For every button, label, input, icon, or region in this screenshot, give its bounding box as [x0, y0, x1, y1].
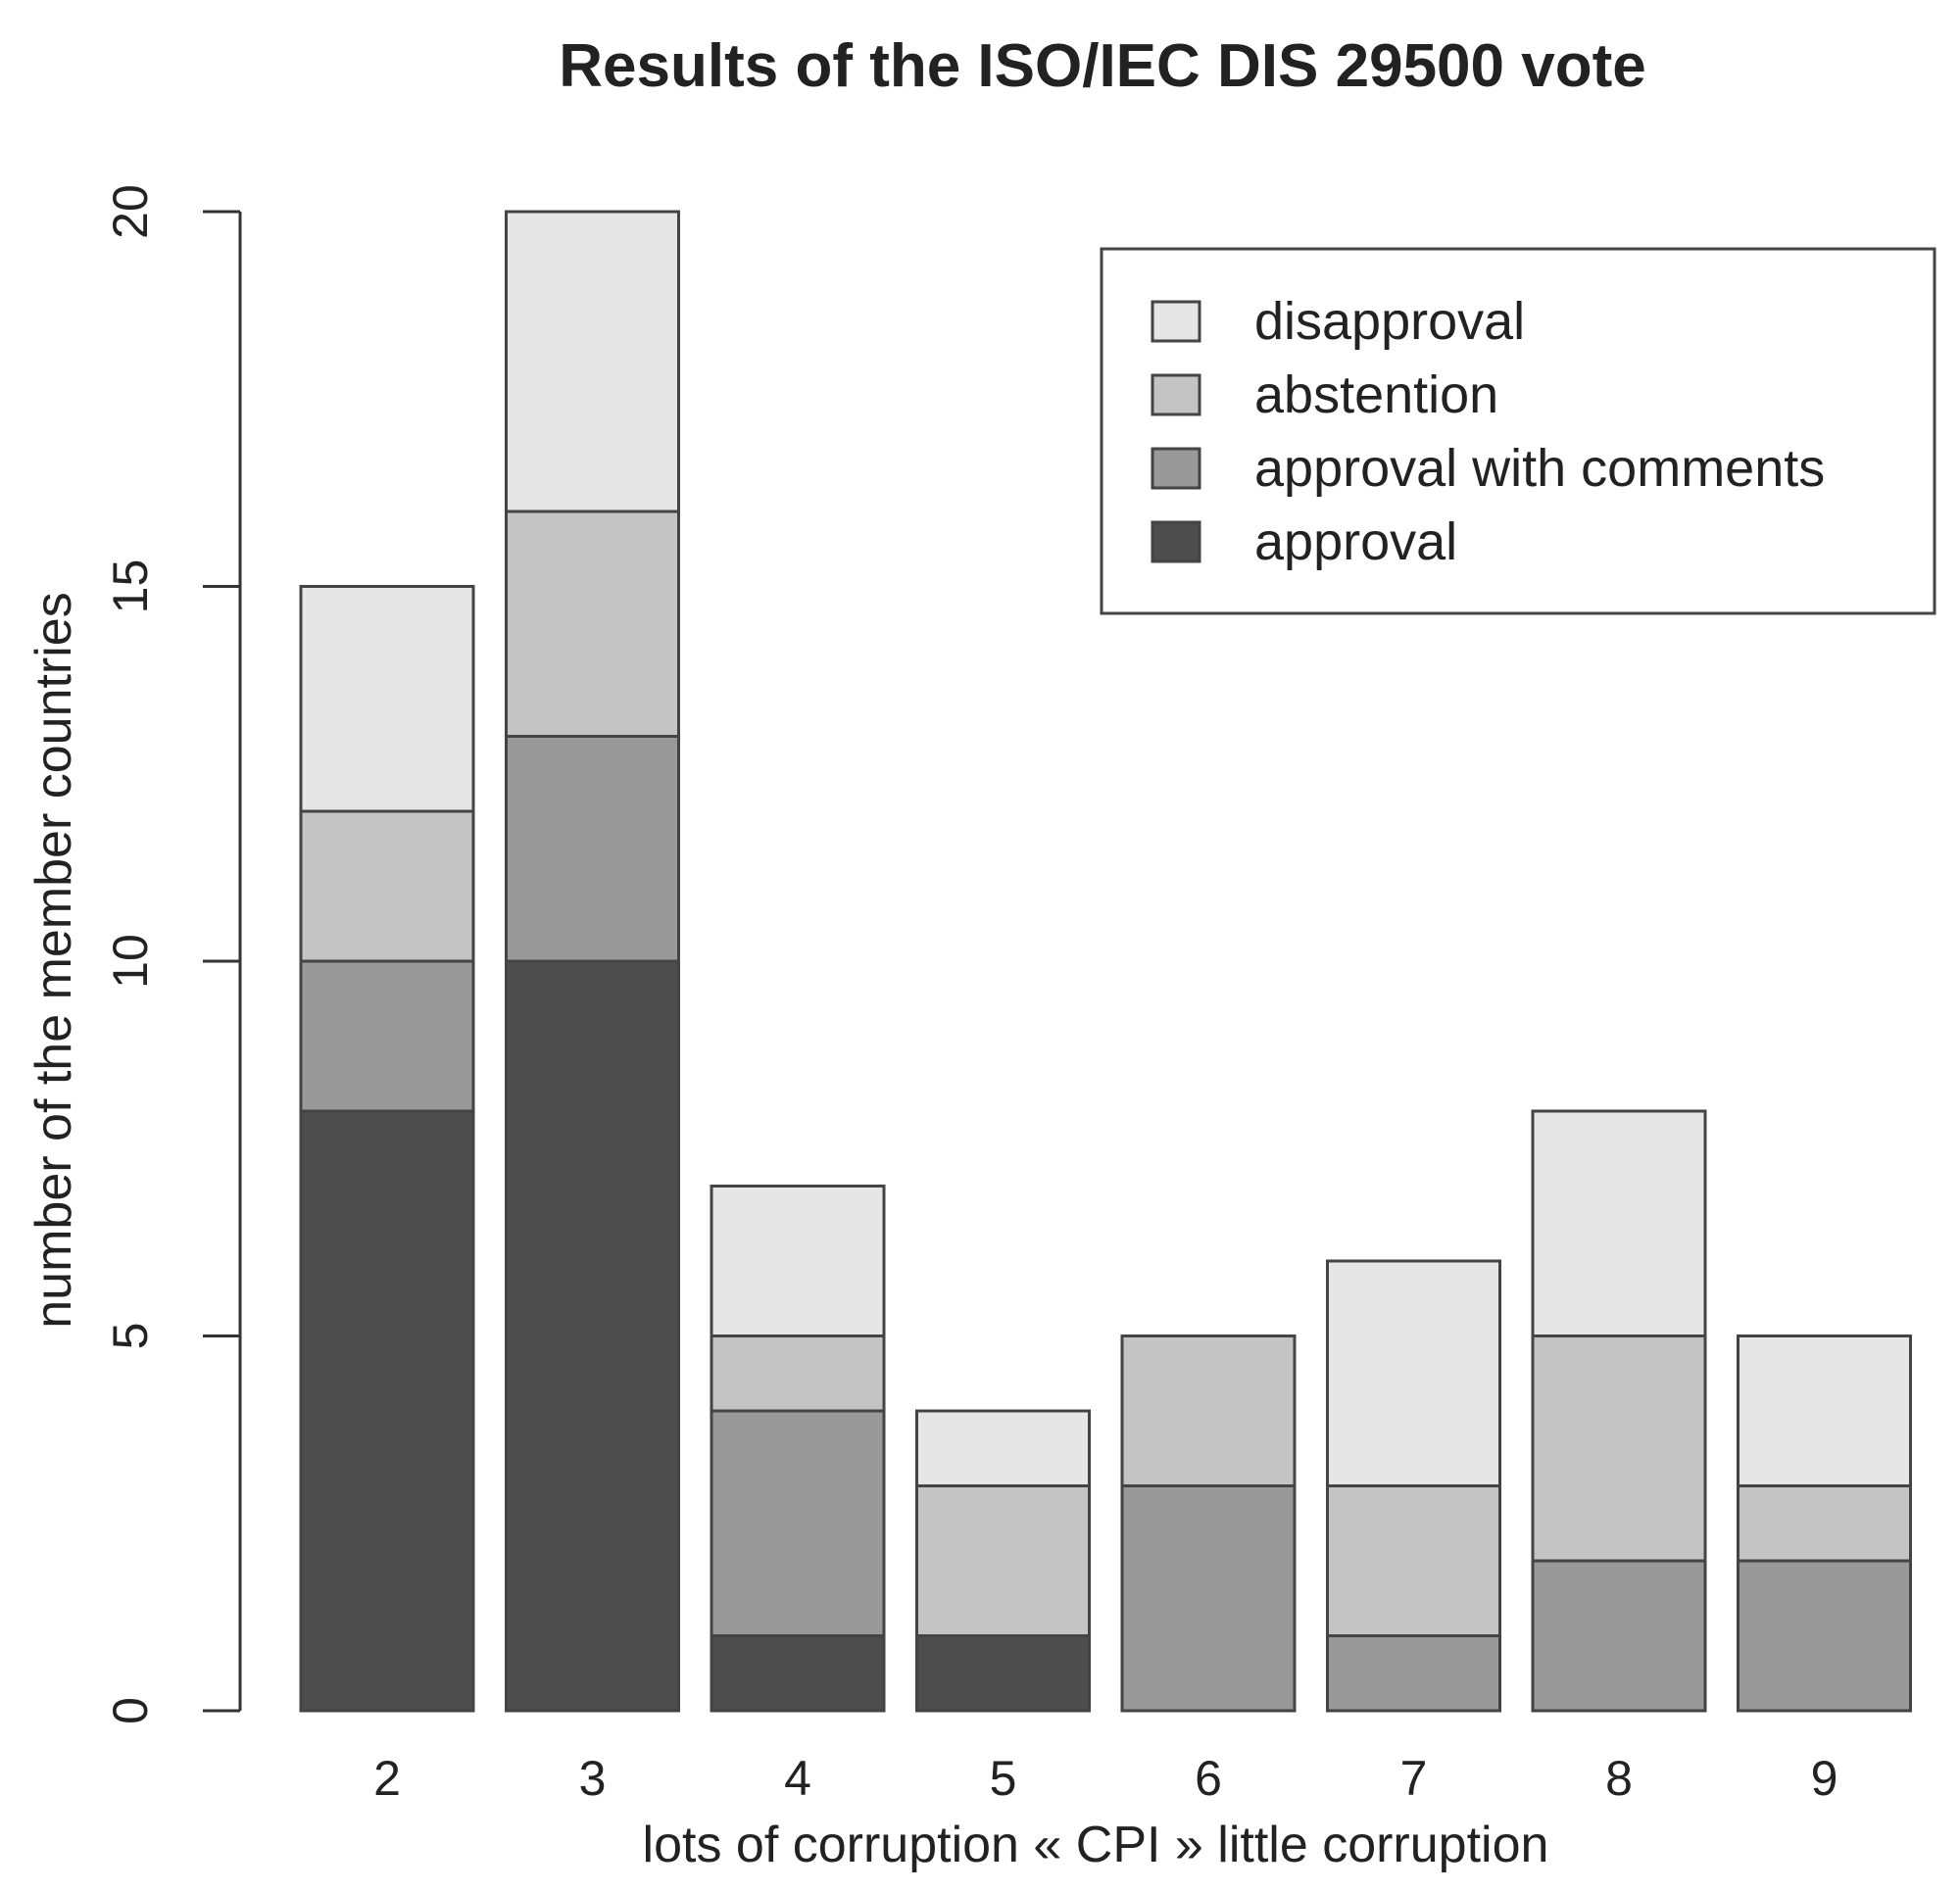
bar-segment-approval-with-comments-9 — [1737, 1559, 1912, 1713]
legend-box — [1100, 247, 1936, 615]
bar-segment-disapproval-8 — [1531, 1109, 1707, 1337]
legend-swatch-disapproval — [1151, 300, 1201, 343]
bar-segment-abstention-5 — [915, 1484, 1091, 1637]
x-tick-label: 4 — [784, 1751, 811, 1806]
bar-segment-approval-with-comments-3 — [505, 735, 680, 963]
x-tick-label: 9 — [1811, 1751, 1838, 1806]
bar-segment-approval-4 — [710, 1634, 886, 1713]
legend-swatch-abstention — [1151, 373, 1201, 416]
x-tick-label: 5 — [990, 1751, 1017, 1806]
bar-segment-disapproval-4 — [710, 1185, 886, 1337]
bar-segment-approval-with-comments-7 — [1326, 1634, 1501, 1713]
x-tick-label: 3 — [579, 1751, 607, 1806]
bar-segment-approval-with-comments-4 — [710, 1409, 886, 1637]
bar-segment-approval-3 — [505, 959, 680, 1713]
legend-swatch-approval — [1151, 520, 1201, 563]
bar-segment-abstention-3 — [505, 509, 680, 738]
x-axis-tick-labels: 2 3 4 5 6 7 8 9 — [373, 1751, 1838, 1806]
bar-segment-abstention-8 — [1531, 1334, 1707, 1563]
bar-segment-abstention-2 — [299, 809, 475, 963]
bar-segment-abstention-7 — [1326, 1484, 1501, 1637]
x-tick-label: 2 — [373, 1751, 401, 1806]
bar-segment-abstention-6 — [1120, 1334, 1297, 1487]
bar-segment-abstention-9 — [1737, 1484, 1912, 1563]
y-axis-title: number of the member countries — [25, 592, 82, 1328]
chart-title: Results of the ISO/IEC DIS 29500 vote — [559, 32, 1645, 100]
bar-segment-disapproval-3 — [505, 210, 680, 513]
bar-segment-abstention-4 — [710, 1334, 886, 1413]
x-tick-label: 6 — [1195, 1751, 1222, 1806]
y-axis: 0 5 10 15 20 — [103, 184, 242, 1724]
legend-label-disapproval: disapproval — [1254, 292, 1525, 351]
y-tick-label: 0 — [103, 1697, 158, 1724]
y-tick-label: 5 — [103, 1323, 158, 1350]
bar-segment-disapproval-2 — [299, 585, 475, 813]
bar-segment-approval-with-comments-2 — [299, 959, 475, 1113]
bar-segment-disapproval-9 — [1737, 1334, 1912, 1487]
bar-segment-disapproval-5 — [915, 1409, 1091, 1487]
x-tick-label: 8 — [1605, 1751, 1633, 1806]
y-tick-label: 15 — [103, 559, 158, 614]
bars-group — [299, 210, 1912, 1713]
legend-label-approval: approval — [1254, 512, 1457, 571]
y-tick-label: 10 — [103, 934, 158, 989]
x-axis-title: lots of corruption « CPI » little corrup… — [643, 1817, 1549, 1873]
legend-label-abstention: abstention — [1254, 365, 1498, 424]
legend: disapproval abstention approval with comme… — [1100, 247, 1936, 615]
bar-segment-approval-5 — [915, 1634, 1091, 1713]
x-tick-label: 7 — [1400, 1751, 1428, 1806]
legend-label-approval-with-comments: approval with comments — [1254, 439, 1825, 498]
legend-swatch-approval-with-comments — [1151, 447, 1201, 490]
bar-segment-approval-2 — [299, 1109, 475, 1713]
bar-segment-approval-with-comments-6 — [1120, 1484, 1297, 1713]
bar-segment-disapproval-7 — [1326, 1259, 1501, 1487]
y-tick-label: 20 — [103, 184, 158, 239]
bar-segment-approval-with-comments-8 — [1531, 1559, 1707, 1713]
